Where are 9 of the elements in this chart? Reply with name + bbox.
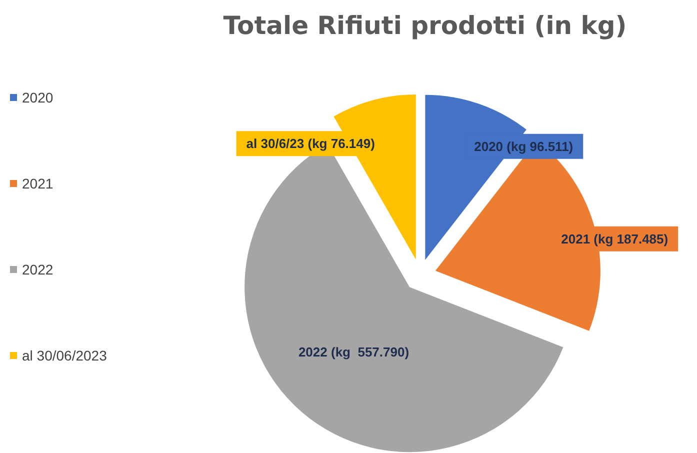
data-label: 2021 (kg 187.485) (561, 231, 668, 246)
legend-label: al 30/06/2023 (22, 348, 108, 364)
data-label: al 30/6/23 (kg 76.149) (246, 136, 375, 152)
legend-label: 2020 (22, 90, 54, 106)
chart-title: Totale Rifiuti prodotti (in kg) (223, 11, 627, 40)
legend-label: 2022 (22, 262, 54, 278)
data-label: 2020 (kg 96.511) (474, 138, 574, 154)
legend-label: 2021 (22, 176, 54, 192)
data-label: 2022 (kg 557.790) (298, 344, 410, 360)
